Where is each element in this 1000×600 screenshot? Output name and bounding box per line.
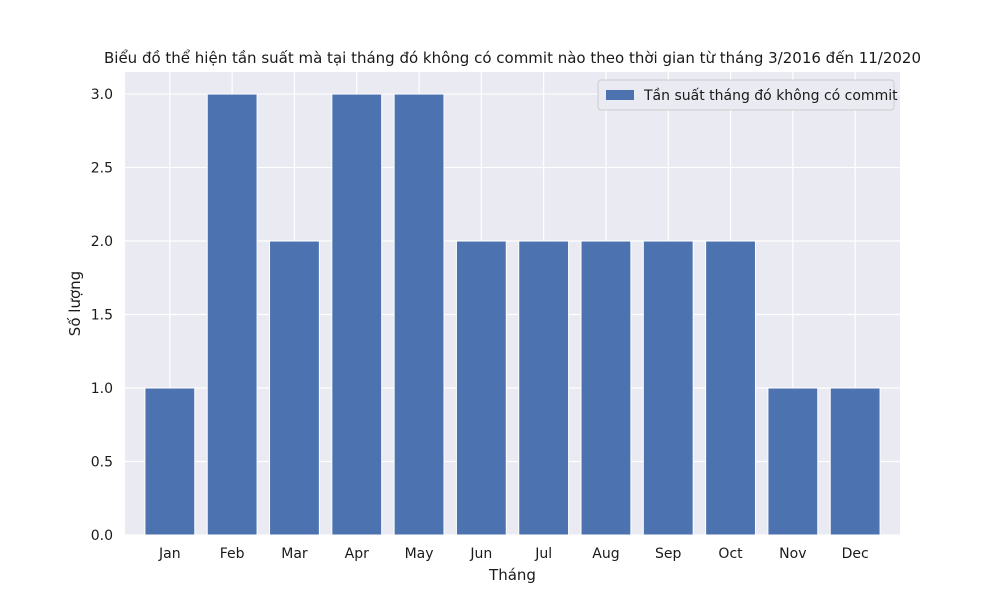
y-tick-label: 0.5: [91, 455, 113, 471]
y-tick-label: 2.5: [91, 161, 113, 177]
bar: [393, 93, 445, 536]
y-tick-label: 1.0: [91, 381, 113, 397]
x-tick-label: Jul: [534, 546, 552, 562]
legend-label: Tần suất tháng đó không có commit: [643, 88, 898, 104]
y-tick-label: 3.0: [91, 87, 113, 103]
x-tick-labels: Jan Feb Mar Apr May Jun Jul Aug Sep Oct Nov Dec: [158, 546, 869, 562]
bars: [144, 93, 881, 536]
x-tick-label: Nov: [779, 546, 806, 562]
bar: [206, 93, 258, 536]
x-tick-label: Jun: [469, 546, 492, 562]
y-tick-label: 2.0: [91, 234, 113, 250]
bar: [518, 240, 570, 536]
bar: [580, 240, 632, 536]
bar: [455, 240, 507, 536]
x-tick-label: Sep: [655, 546, 682, 562]
legend-swatch: [606, 90, 634, 100]
legend-box: [597, 79, 895, 111]
x-tick-label: Jan: [158, 546, 181, 562]
x-tick-label: Aug: [592, 546, 619, 562]
y-tick-label: 1.5: [91, 308, 113, 324]
y-axis-label: Số lượng: [66, 271, 84, 336]
y-tick-label: 0.0: [91, 528, 113, 544]
x-tick-label: Apr: [345, 546, 369, 562]
x-tick-label: Dec: [842, 546, 869, 562]
bar: [642, 240, 694, 536]
x-tick-label: Oct: [718, 546, 743, 562]
chart-title: Biểu đồ thể hiện tần suất mà tại tháng đ…: [104, 49, 921, 67]
bar: [705, 240, 756, 536]
bar: [144, 387, 196, 536]
bar: [331, 93, 383, 536]
y-tick-labels: 0.0 0.5 1.0 1.5 2.0 2.5 3.0: [91, 87, 113, 544]
x-tick-label: Mar: [281, 546, 308, 562]
x-tick-label: May: [405, 546, 434, 562]
bar: [269, 240, 320, 536]
x-tick-label: Feb: [220, 546, 245, 562]
bar: [767, 387, 819, 536]
bar: [829, 387, 881, 536]
legend: Tần suất tháng đó không có commit: [597, 79, 898, 111]
x-axis-label: Tháng: [488, 566, 536, 584]
